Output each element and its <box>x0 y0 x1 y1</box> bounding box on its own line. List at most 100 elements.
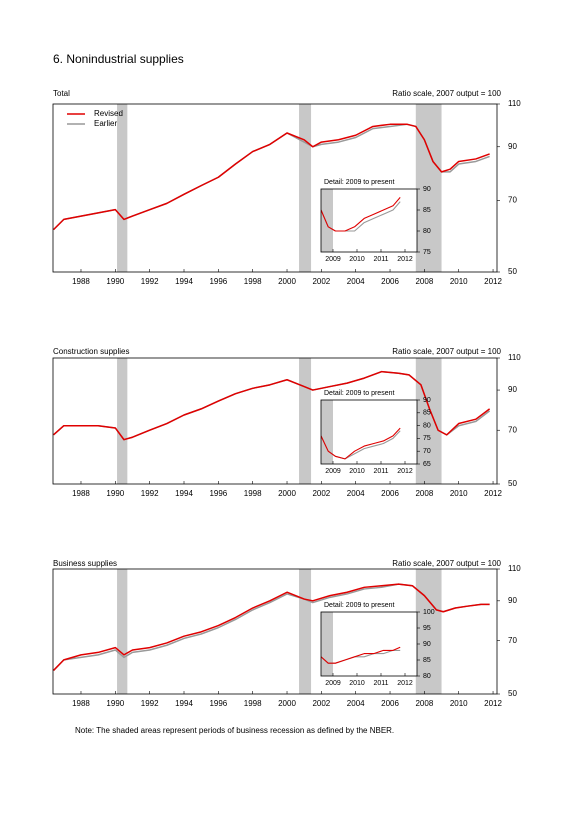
x-tick-label: 2012 <box>397 256 413 263</box>
x-tick-label: 1990 <box>106 489 124 498</box>
y-tick-label: 50 <box>508 689 517 698</box>
x-tick-label: 2009 <box>325 680 341 687</box>
y-tick-label: 90 <box>508 142 517 151</box>
y-tick-label: 90 <box>423 641 431 648</box>
y-tick-label: 70 <box>423 448 431 455</box>
x-tick-label: 2002 <box>312 699 330 708</box>
plot-frame <box>52 568 498 695</box>
legend-label: Revised <box>94 109 123 118</box>
y-tick-label: 50 <box>508 479 517 488</box>
y-tick-label: 70 <box>508 425 517 434</box>
x-tick-label: 2004 <box>347 277 365 286</box>
inset-title: Detail: 2009 to present <box>324 390 394 397</box>
x-tick-label: 2010 <box>349 468 365 475</box>
y-tick-label: 90 <box>423 186 431 193</box>
y-tick-label: 70 <box>508 636 517 645</box>
x-tick-label: 2000 <box>278 699 296 708</box>
x-tick-label: 2012 <box>397 468 413 475</box>
plot-area <box>53 104 497 272</box>
y-tick-label: 85 <box>423 657 431 664</box>
x-tick-label: 1990 <box>106 277 124 286</box>
x-tick-label: 1990 <box>106 699 124 708</box>
recession-shade <box>117 569 128 694</box>
x-tick-label: 1996 <box>209 699 227 708</box>
x-tick-label: 1998 <box>244 699 262 708</box>
y-tick-label: 85 <box>423 410 431 417</box>
recession-shade <box>299 104 312 272</box>
series-line <box>321 427 401 460</box>
series-line <box>321 646 401 664</box>
recession-shade <box>117 104 128 272</box>
plot-frame <box>320 611 418 677</box>
x-tick-label: 2009 <box>325 256 341 263</box>
x-tick-label: 1992 <box>141 277 159 286</box>
series-line <box>53 583 490 671</box>
x-tick-label: 2004 <box>347 699 365 708</box>
x-tick-label: 2010 <box>450 699 468 708</box>
recession-shade <box>117 358 128 484</box>
x-tick-label: 2010 <box>450 277 468 286</box>
x-tick-label: 2006 <box>381 699 399 708</box>
x-tick-label: 2008 <box>415 489 433 498</box>
x-tick-label: 2012 <box>484 489 502 498</box>
plot-area <box>321 400 417 464</box>
plot-frame <box>320 188 418 253</box>
plot-background <box>321 612 417 676</box>
y-tick-label: 85 <box>423 207 431 214</box>
x-tick-label: 2010 <box>349 680 365 687</box>
x-tick-label: 2012 <box>484 699 502 708</box>
panel-subtitle: Ratio scale, 2007 output = 100 <box>392 347 501 356</box>
y-tick-label: 90 <box>508 385 517 394</box>
plot-background <box>321 400 417 464</box>
plot-frame <box>320 399 418 465</box>
y-tick-label: 110 <box>508 353 521 362</box>
series-line <box>53 370 491 441</box>
x-tick-label: 2011 <box>373 680 388 687</box>
x-tick-label: 2006 <box>381 277 399 286</box>
plot-area <box>321 612 417 676</box>
y-tick-label: 80 <box>423 422 431 429</box>
plot-area <box>53 358 497 484</box>
x-tick-label: 2002 <box>312 489 330 498</box>
plot-area <box>53 569 497 694</box>
x-tick-label: 1988 <box>72 277 90 286</box>
y-tick-label: 100 <box>423 609 435 616</box>
x-tick-label: 1994 <box>175 489 193 498</box>
y-tick-label: 110 <box>508 99 521 108</box>
x-tick-label: 2008 <box>415 699 433 708</box>
x-tick-label: 1998 <box>244 277 262 286</box>
x-tick-label: 2011 <box>373 256 388 263</box>
y-tick-label: 90 <box>508 596 517 605</box>
y-tick-label: 75 <box>423 249 431 256</box>
recession-shade <box>321 400 333 464</box>
panel-subtitle: Ratio scale, 2007 output = 100 <box>392 89 501 98</box>
y-tick-label: 110 <box>508 564 521 573</box>
y-tick-label: 80 <box>423 673 431 680</box>
panel-title: Construction supplies <box>53 347 129 356</box>
y-tick-label: 90 <box>423 397 431 404</box>
x-tick-label: 1994 <box>175 277 193 286</box>
inset-title: Detail: 2009 to present <box>324 602 394 609</box>
x-tick-label: 1988 <box>72 489 90 498</box>
recession-shade <box>415 569 442 694</box>
x-tick-label: 2011 <box>373 468 388 475</box>
inset-title: Detail: 2009 to present <box>324 179 394 186</box>
x-tick-label: 1996 <box>209 277 227 286</box>
x-tick-label: 1998 <box>244 489 262 498</box>
x-tick-label: 1992 <box>141 489 159 498</box>
y-tick-label: 80 <box>423 228 431 235</box>
x-tick-label: 1996 <box>209 489 227 498</box>
y-tick-label: 75 <box>423 435 431 442</box>
x-tick-label: 1994 <box>175 699 193 708</box>
x-tick-label: 2006 <box>381 489 399 498</box>
x-tick-label: 2012 <box>397 680 413 687</box>
series-line <box>53 123 490 231</box>
plot-frame <box>52 103 498 273</box>
series-line <box>321 197 401 232</box>
x-tick-label: 2010 <box>349 256 365 263</box>
recession-shade <box>299 358 312 484</box>
x-tick-label: 1988 <box>72 699 90 708</box>
x-tick-label: 2002 <box>312 277 330 286</box>
